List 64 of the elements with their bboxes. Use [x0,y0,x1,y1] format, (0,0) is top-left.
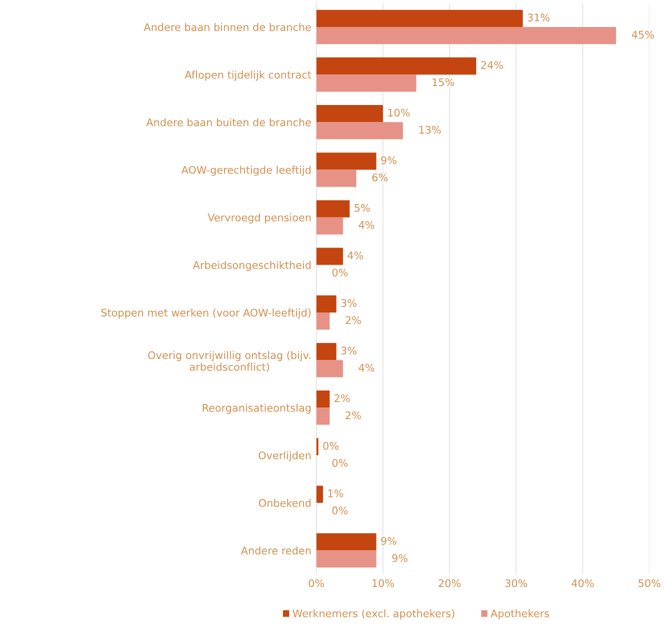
bar [316,295,336,312]
data-label: 3% [341,346,356,355]
y-tick-label: Reorganisatieontslag [202,404,311,414]
y-tick-label: Vervroegd pensioen [208,213,311,224]
x-tick-label: 50% [638,579,660,588]
data-label: 9% [381,536,396,545]
data-label: 45% [632,30,654,39]
y-tick-label: AOW-gerechtigde leeftijd [181,166,311,176]
data-label: 6% [372,173,388,182]
x-tick-label: 40% [572,579,594,588]
data-label: 9% [381,156,396,164]
y-tick-label: Overlijden [258,451,311,462]
y-tick-label: Andere baan buiten de branche [146,118,311,126]
data-label: 4% [358,221,374,229]
data-label: 2% [334,394,350,402]
data-label: 2% [346,411,361,420]
data-label: 0% [332,268,348,276]
data-label: 10% [388,108,410,117]
data-label: 5% [354,204,370,212]
y-tick-label: Stoppen met werken (voor AOW-leeftijd) [101,308,311,319]
data-label: 9% [392,554,408,562]
y-tick-label: Andere reden [240,546,311,555]
bar [316,486,324,503]
data-label: 1% [328,489,344,498]
data-label: 4% [358,364,374,372]
bar [316,74,416,92]
bar [316,26,616,44]
bar [316,248,343,265]
bar [316,122,403,140]
x-tick-label: 30% [505,579,528,588]
bar [316,550,376,568]
bar [316,342,336,360]
legend-label: Apothekers [490,609,550,620]
bar [316,170,356,187]
data-label: 13% [419,126,441,134]
x-tick-label: 0% [308,579,324,588]
y-tick-label: Andere baan binnen de branche [144,23,311,32]
bar [316,390,330,408]
bar [316,105,383,122]
bar [316,217,343,234]
y-tick-label: Overig onvrijwillig ontslag (bijv. arbeidsconflict) [148,351,310,372]
data-label: 24% [481,61,503,70]
y-tick-label: Arbeidsongeschiktheid [192,260,311,272]
bar [316,312,330,330]
data-label: 0% [323,442,338,450]
bar [316,10,523,27]
bar [316,57,476,75]
data-label: 0% [332,506,348,514]
bar [316,152,376,170]
legend-label: Werknemers (excl. apothekers) [292,609,454,620]
data-label: 0% [332,458,348,467]
bar [316,533,376,550]
bar [316,200,350,218]
data-label: 3% [341,299,356,307]
x-tick-label: 10% [372,579,394,588]
x-tick-label: 20% [438,579,461,588]
y-tick-label: Onbekend [258,498,311,507]
data-label: 15% [432,78,454,86]
bar [316,360,343,378]
data-label: 4% [348,251,364,260]
data-label: 2% [346,316,361,324]
bar [316,408,330,425]
y-tick-label: Aflopen tijdelijk contract [184,70,312,81]
data-label: 31% [528,14,550,22]
